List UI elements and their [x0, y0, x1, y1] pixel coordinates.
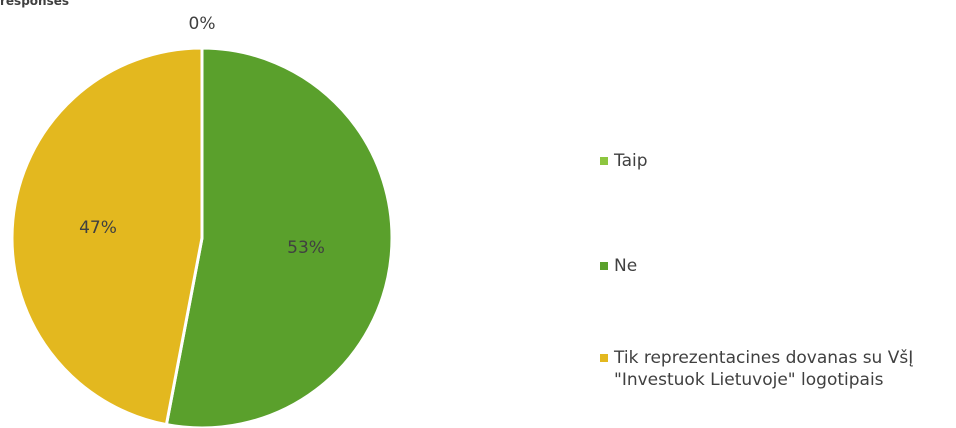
legend-item: Tik reprezentacines dovanas su VšĮ "Inve…	[600, 347, 950, 391]
legend-item: Taip	[600, 150, 950, 172]
legend-swatch	[600, 354, 608, 362]
data-label: 0%	[189, 14, 216, 34]
legend-label: Ne	[614, 256, 638, 276]
legend-label: Taip	[614, 151, 648, 171]
pie-slice	[10, 46, 204, 427]
pie-slice	[164, 46, 394, 428]
legend-swatch	[600, 157, 608, 165]
chart-title: responses	[0, 0, 69, 8]
legend-item: Ne	[600, 255, 950, 277]
legend-label: Tik reprezentacines dovanas su VšĮ "Inve…	[614, 348, 914, 390]
data-label: 53%	[287, 238, 325, 258]
data-label: 47%	[79, 218, 117, 238]
legend-swatch	[600, 262, 608, 270]
